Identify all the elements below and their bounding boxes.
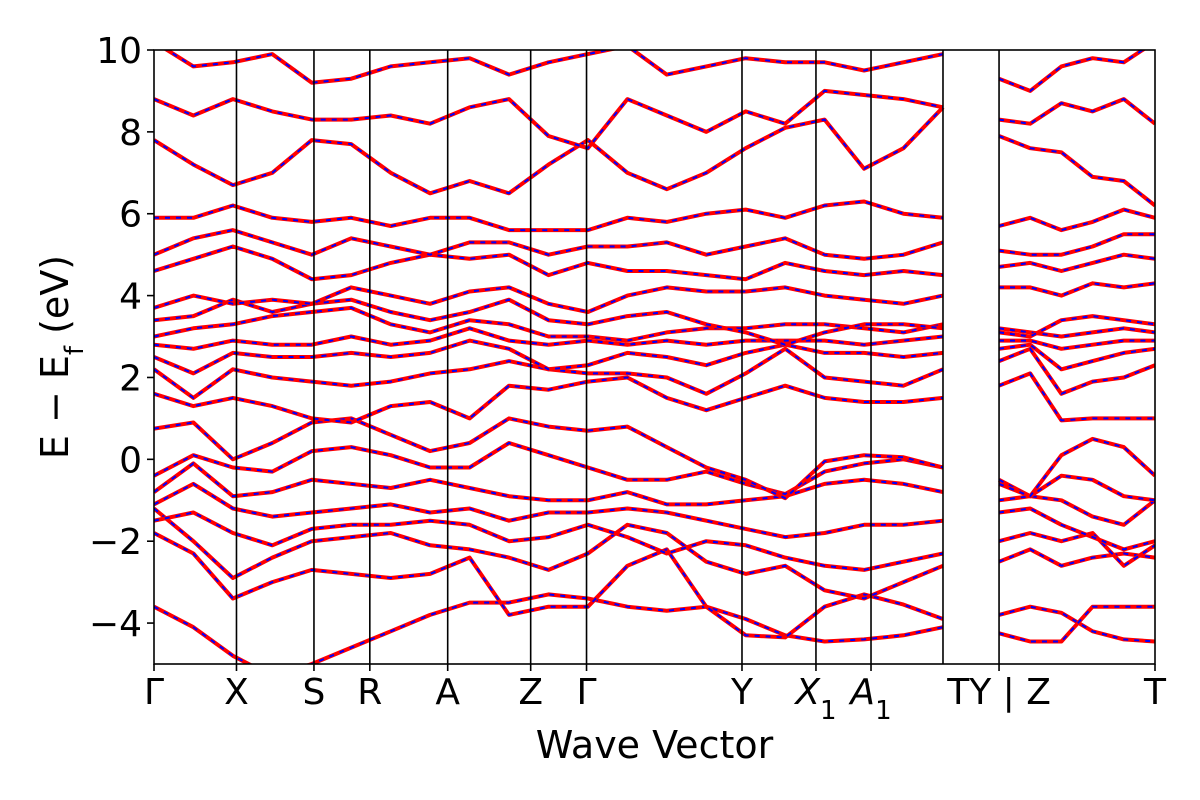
x-tick-label: TY | Z	[946, 672, 1051, 713]
band-line-blue-dashed	[998, 97, 1155, 125]
x-tick-label: Γ	[577, 672, 597, 713]
band-line-blue-dashed	[154, 286, 944, 314]
band-line-blue-dashed	[998, 437, 1155, 498]
band-line-blue-dashed	[999, 339, 1155, 350]
x-tick-label: Y	[730, 672, 754, 713]
x-tick-label: T	[1143, 672, 1167, 713]
band-line-blue-dashed	[998, 233, 1155, 256]
band-line-blue-dashed	[998, 327, 1155, 338]
band-line-red	[154, 510, 944, 572]
x-tick-label: Z	[518, 672, 543, 713]
band-line-blue-dashed	[154, 245, 944, 281]
y-tick-label: −2	[89, 522, 142, 563]
band-line-blue-dashed	[154, 327, 944, 350]
x-tick-label: X	[224, 672, 249, 713]
band-line-blue-dashed	[154, 306, 944, 342]
band-lines	[154, 50, 1155, 664]
plot-frame	[153, 49, 1156, 665]
band-line-blue-dashed	[154, 376, 944, 424]
band-line-red	[998, 346, 1155, 396]
band-line-blue-dashed	[154, 298, 944, 346]
band-line-red	[154, 506, 944, 601]
band-line-red	[998, 134, 1155, 208]
y-axis-title-main: E − E	[33, 355, 77, 459]
y-axis-title-sub: f	[60, 345, 90, 355]
band-line-blue-dashed	[154, 511, 944, 571]
band-line-blue-dashed	[154, 339, 944, 375]
y-tick-label: −4	[89, 604, 142, 645]
band-line-blue-dashed	[154, 441, 944, 496]
band-line-blue-dashed	[998, 495, 1155, 526]
band-line-blue-dashed	[154, 200, 944, 232]
band-line-blue-dashed	[154, 106, 944, 195]
band-line-blue-dashed	[998, 605, 1155, 643]
y-tick-label: 0	[119, 440, 142, 481]
band-line-blue-dashed	[998, 347, 1155, 396]
band-line-blue-dashed	[998, 315, 1155, 338]
y-tick-label: 2	[119, 358, 142, 399]
band-line-blue-dashed	[154, 507, 944, 600]
band-line-red	[998, 506, 1155, 552]
y-axis-title: E − Ef (eV)	[33, 255, 90, 459]
x-tick-label: A1	[848, 672, 891, 726]
band-line-blue-dashed	[998, 507, 1155, 551]
y-tick-label: 4	[119, 277, 142, 318]
x-tick-label: X1	[793, 672, 836, 726]
band-line-blue-dashed	[998, 208, 1155, 232]
band-line-red	[998, 547, 1155, 568]
band-line-blue-dashed	[154, 417, 944, 500]
band-line-blue-dashed	[999, 282, 1155, 297]
x-tick-label: Γ	[144, 672, 164, 713]
band-line-red	[154, 375, 944, 425]
band-line-red	[154, 441, 944, 497]
band-line-red	[154, 531, 944, 640]
band-line-blue-dashed	[998, 531, 1155, 568]
band-line-blue-dashed	[998, 50, 1145, 93]
band-line-blue-dashed	[998, 343, 1155, 371]
band-line-blue-dashed	[154, 229, 944, 260]
y-axis-title-unit: (eV)	[33, 255, 77, 346]
band-line-blue-dashed	[998, 474, 1155, 502]
band-line-blue-dashed	[154, 482, 944, 539]
y-axis-ticks: −4 −2 0 2 4 6 8 10	[89, 31, 154, 645]
y-tick-label: 10	[96, 31, 142, 72]
band-line-blue-dashed	[998, 253, 1155, 273]
band-line-blue-dashed	[154, 462, 944, 506]
band-line-red	[998, 50, 1147, 93]
band-line-red	[154, 592, 944, 664]
band-line-blue-dashed	[154, 532, 944, 639]
band-line-blue-dashed	[998, 372, 1155, 422]
band-line-red	[998, 252, 1155, 273]
band-line-red	[998, 371, 1155, 423]
high-symmetry-lines	[235, 50, 1000, 664]
y-tick-label: 8	[119, 113, 142, 154]
x-axis-title: Wave Vector	[536, 723, 774, 767]
y-tick-label: 6	[119, 195, 142, 236]
x-tick-label: S	[303, 672, 326, 713]
band-line-blue-dashed	[165, 50, 944, 84]
band-line-red	[154, 416, 944, 501]
band-line-blue-dashed	[998, 605, 1155, 643]
band-line-red	[998, 604, 1155, 644]
band-line-red	[154, 244, 944, 282]
x-tick-label: R	[357, 672, 382, 713]
band-line-red	[998, 97, 1155, 126]
band-line-red	[154, 88, 944, 151]
x-tick-label: A	[435, 672, 460, 713]
